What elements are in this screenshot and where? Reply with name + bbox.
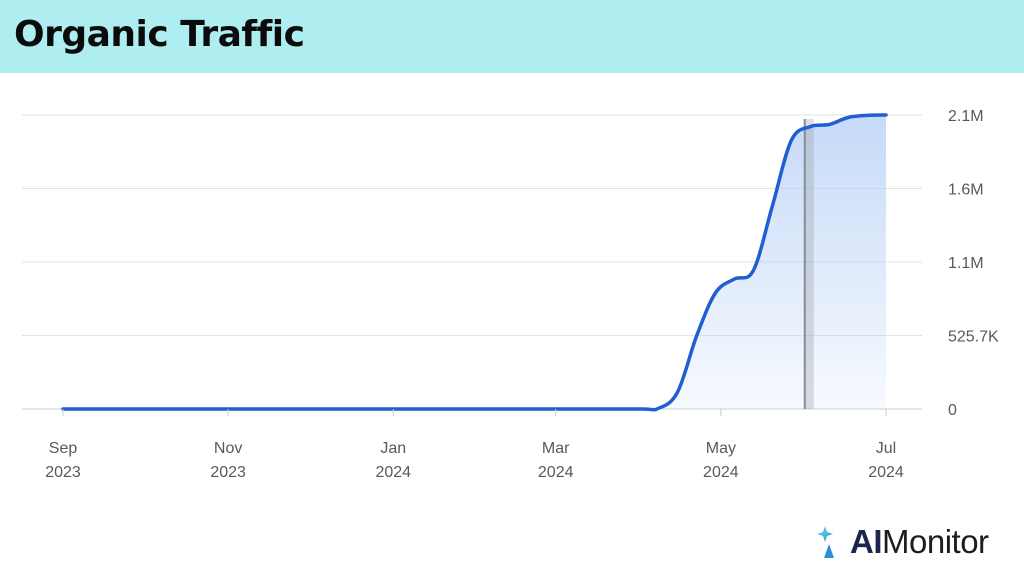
- x-tick-month: Mar: [542, 440, 570, 457]
- y-tick-label: 1.6M: [948, 182, 984, 199]
- x-tick-year: 2023: [45, 464, 81, 481]
- y-axis-ticks: 0 525.7K 1.1M 1.6M 2.1M: [948, 108, 999, 419]
- x-tick-year: 2024: [538, 464, 574, 481]
- y-tick-label: 0: [948, 402, 957, 419]
- date-marker: [803, 119, 814, 409]
- x-tick-month: Sep: [49, 440, 78, 457]
- x-tick-month: Jul: [876, 440, 896, 457]
- x-axis-ticks: Sep 2023 Nov 2023 Jan 2024 Mar 2024 May 2024 Jul 20…: [45, 409, 904, 481]
- organic-traffic-chart: 0 525.7K 1.1M 1.6M 2.1M Sep 2023 Nov 2023 Jan 202…: [22, 108, 999, 481]
- x-tick-month: Jan: [380, 440, 406, 457]
- x-tick-month: Nov: [214, 440, 242, 457]
- y-tick-label: 525.7K: [948, 329, 999, 346]
- aimonitor-logo: AIMonitor: [816, 518, 989, 566]
- sparkle-icon: [817, 526, 834, 558]
- area-fill: [63, 115, 886, 410]
- series-line-path: [61, 113, 888, 412]
- page-title: Organic Traffic: [14, 14, 305, 55]
- x-tick-month: May: [706, 440, 736, 457]
- marker-band: [803, 119, 814, 409]
- series-line: [61, 113, 888, 412]
- area-path: [63, 115, 886, 410]
- y-tick-label: 1.1M: [948, 255, 984, 272]
- header-banner: Organic Traffic: [0, 0, 1024, 73]
- x-tick-year: 2024: [375, 464, 411, 481]
- logo-text: AIMonitor: [850, 523, 989, 560]
- x-tick-year: 2024: [868, 464, 904, 481]
- y-tick-label: 2.1M: [948, 108, 984, 125]
- x-tick-year: 2024: [703, 464, 739, 481]
- x-tick-year: 2023: [210, 464, 246, 481]
